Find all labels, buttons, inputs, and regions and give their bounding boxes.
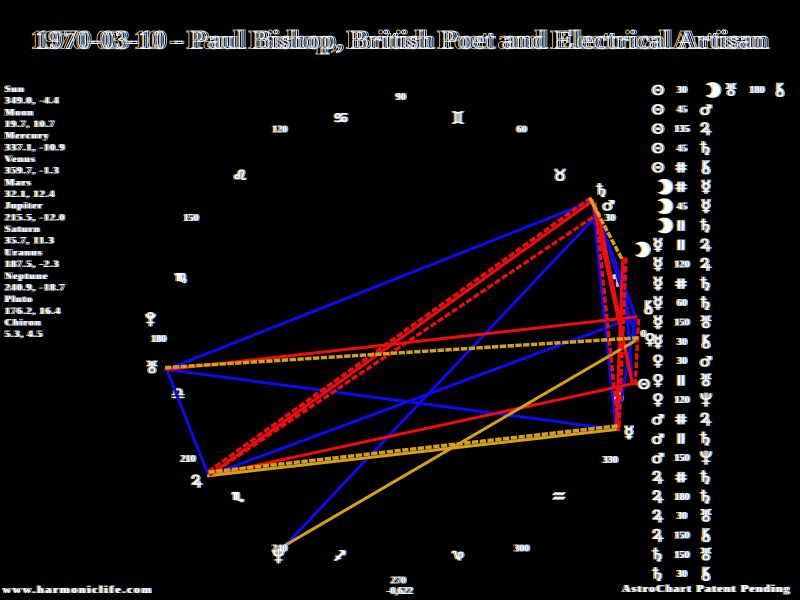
svg-text:300: 300 [514,544,529,555]
svg-text:60: 60 [517,124,527,135]
svg-text:Uranus: Uranus [5,247,43,258]
svg-text:187.5, -2.3: 187.5, -2.3 [5,259,60,270]
svg-text:150: 150 [675,531,690,542]
svg-text:270: 270 [391,576,406,587]
svg-text:120: 120 [675,395,690,406]
svg-text:32.1, 12.4: 32.1, 12.4 [5,189,55,200]
svg-text:150: 150 [675,453,690,464]
svg-text:Sun: Sun [5,84,25,95]
svg-text:30: 30 [677,337,687,348]
svg-text:30: 30 [677,511,687,522]
svg-text:30: 30 [677,569,687,580]
svg-text:337.1, -10.9: 337.1, -10.9 [5,142,66,153]
svg-text:240.9, -18.7: 240.9, -18.7 [5,283,66,294]
svg-text:1970-03-10 - Paul Bishop, Brit: 1970-03-10 - Paul Bishop, British Poet a… [33,26,766,55]
svg-text:120: 120 [675,259,690,270]
svg-text:60: 60 [677,298,687,309]
svg-text:30: 30 [677,85,687,96]
svg-text:150: 150 [675,550,690,561]
svg-text:45: 45 [677,105,687,116]
svg-text:349.0, -4.4: 349.0, -4.4 [5,96,60,107]
svg-text:30: 30 [605,213,615,224]
svg-text:180: 180 [675,492,690,503]
svg-text:-0,622: -0,622 [387,586,413,597]
svg-text:240: 240 [272,544,287,555]
svg-text:Moon: Moon [5,107,34,118]
svg-text:AstroChart Patent Pending: AstroChart Patent Pending [622,583,791,595]
svg-text:19.7, 10.7: 19.7, 10.7 [5,119,55,130]
svg-text:35.7, 11.3: 35.7, 11.3 [5,236,55,247]
svg-text:135: 135 [675,124,690,135]
svg-text:120: 120 [272,124,287,135]
svg-text:Jupiter: Jupiter [5,201,43,212]
svg-text:45: 45 [677,201,687,212]
svg-text:90: 90 [396,92,406,103]
svg-text:176.2, 16.4: 176.2, 16.4 [5,306,61,317]
svg-text:0: 0 [641,329,646,340]
svg-text:Saturn: Saturn [5,224,40,235]
svg-text:150: 150 [184,213,199,224]
svg-text:45: 45 [677,143,687,154]
svg-text:180: 180 [750,85,765,96]
svg-text:30: 30 [677,356,687,367]
svg-text:330: 330 [603,455,618,466]
svg-text:Pluto: Pluto [5,294,33,305]
svg-text:Mars: Mars [5,177,32,188]
svg-text:180: 180 [151,334,166,345]
svg-text:Venus: Venus [5,154,36,165]
svg-text:Neptune: Neptune [5,271,48,282]
svg-text:210: 210 [181,454,196,465]
svg-text:5.3, 4.5: 5.3, 4.5 [5,329,43,340]
svg-text:215.5, -12.0: 215.5, -12.0 [5,212,66,223]
svg-text:Mercury: Mercury [5,131,50,142]
svg-text:www.harmoniclife.com: www.harmoniclife.com [3,584,153,596]
svg-text:359.7, -1.3: 359.7, -1.3 [5,166,60,177]
svg-text:Chiron: Chiron [5,318,41,329]
svg-text:150: 150 [675,318,690,329]
